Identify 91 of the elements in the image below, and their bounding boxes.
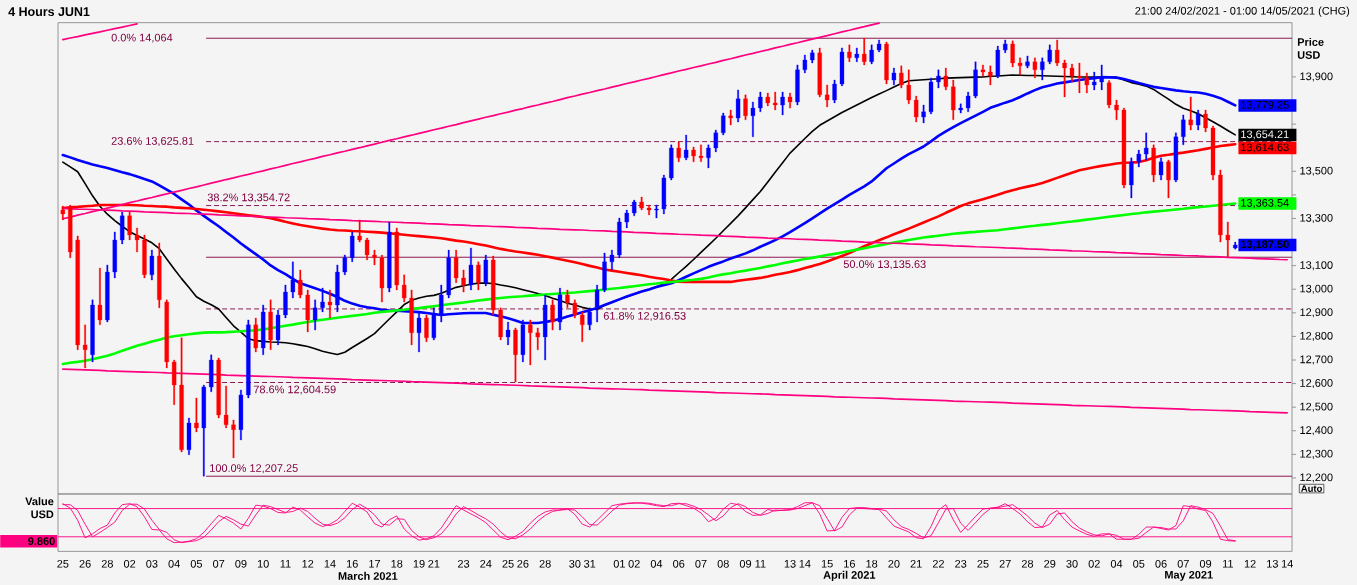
x-tick-label: 13 bbox=[1267, 559, 1278, 568]
x-tick-label: 28 bbox=[1021, 559, 1034, 568]
x-tick-label: 20 bbox=[888, 559, 900, 568]
text: 9.860 bbox=[28, 537, 55, 546]
x-tick-label: 10 bbox=[257, 559, 269, 568]
x-tick-label: 06 bbox=[1155, 559, 1167, 568]
x-tick-label: 03 bbox=[146, 559, 158, 568]
y-tick-label: 12,200 bbox=[1300, 473, 1333, 483]
x-tick-label: 28 bbox=[101, 559, 113, 568]
data-label: 13,654.21 bbox=[1241, 130, 1289, 140]
x-tick-label: 04 bbox=[650, 559, 663, 568]
y-tick-label: 12,900 bbox=[1300, 308, 1333, 318]
text: 13,187.50 bbox=[1241, 240, 1289, 250]
x-tick-label: 11 bbox=[755, 559, 766, 568]
ref-line-label: 100.0% 12,207.25 bbox=[210, 464, 298, 474]
data-label: 13,363.54 bbox=[1241, 198, 1289, 209]
y-axis-title: Value USD bbox=[25, 497, 54, 519]
ref-line-label: 0.0% 14,064 bbox=[111, 33, 173, 43]
ref-line-label: 38.2% 13,354.72 bbox=[207, 193, 290, 203]
x-tick-label: 05 bbox=[1133, 559, 1145, 568]
x-tick-label: 16 bbox=[346, 559, 358, 568]
x-tick-label: 04 bbox=[1110, 559, 1123, 568]
x-tick-label: 15 bbox=[821, 559, 833, 568]
x-tick-label: 07 bbox=[212, 559, 225, 568]
x-tick-label: 21 bbox=[428, 559, 440, 568]
x-tick-label: 16 bbox=[844, 559, 855, 568]
x2-tick-label: March 2021 bbox=[338, 571, 398, 580]
x-tick-label: 12 bbox=[302, 559, 314, 568]
x-tick-label: 23 bbox=[955, 559, 967, 568]
x-tick-label: 14 bbox=[324, 559, 336, 568]
x-tick-label: 17 bbox=[369, 559, 381, 568]
x-tick-label: 09 bbox=[739, 559, 752, 568]
x-tick-label: 30 bbox=[1066, 559, 1078, 568]
x-tick-label: 25 bbox=[977, 559, 989, 568]
y-tick-label: 12,700 bbox=[1300, 355, 1333, 365]
x-tick-label: 04 bbox=[168, 559, 180, 568]
x-tick-label: 13 bbox=[784, 559, 796, 568]
x-tick-label: 18 bbox=[391, 559, 403, 568]
x-tick-label: 24 bbox=[480, 559, 492, 568]
x-tick-label: 31 bbox=[584, 559, 596, 568]
x-tick-label: 01 bbox=[613, 559, 625, 568]
x-tick-label: 09 bbox=[1199, 559, 1212, 568]
y-tick-label: 12,300 bbox=[1300, 449, 1333, 459]
x-tick-label: 30 bbox=[569, 559, 581, 568]
x-tick-label: 28 bbox=[539, 559, 551, 568]
x-tick-label: 09 bbox=[235, 559, 247, 568]
y-tick-label: 12,400 bbox=[1300, 426, 1333, 436]
x-tick-label: 23 bbox=[457, 559, 470, 568]
x-tick-label: 11 bbox=[1222, 559, 1233, 568]
y-tick-label: 13,900 bbox=[1300, 72, 1333, 82]
text: Auto bbox=[1301, 485, 1322, 492]
ref-line-label: 78.6% 12,604.59 bbox=[253, 385, 336, 395]
x-tick-label: 06 bbox=[673, 559, 685, 568]
x-tick-label: 02 bbox=[1088, 559, 1100, 568]
y-tick-label: 13,000 bbox=[1300, 284, 1333, 294]
x-tick-label: 22 bbox=[932, 559, 944, 568]
x-tick-label: 05 bbox=[190, 559, 203, 568]
x-tick-label: 25 bbox=[57, 559, 69, 568]
x-tick-label: 26 bbox=[79, 559, 91, 568]
y-tick-label: 13,500 bbox=[1300, 166, 1333, 176]
y-tick-label: 12,500 bbox=[1300, 402, 1333, 412]
x2-tick-label: April 2021 bbox=[823, 570, 876, 581]
x-tick-label: 19 bbox=[413, 559, 425, 568]
x-tick-label: 26 bbox=[517, 559, 529, 568]
x-tick-label: 02 bbox=[628, 559, 640, 568]
data-label: 13,614.63 bbox=[1241, 143, 1289, 153]
chart-subtitle: 21:00 24/02/2021 - 01:00 14/05/2021 (CHG) bbox=[1135, 6, 1350, 17]
data-label: 13,779.25 bbox=[1241, 100, 1289, 110]
x-tick-label: 27 bbox=[999, 559, 1011, 568]
x-tick-label: 14 bbox=[799, 559, 811, 568]
y-tick-label: 12,800 bbox=[1300, 331, 1333, 341]
y-axis-title: Price USD bbox=[1297, 37, 1324, 59]
ref-line-label: 61.8% 12,916.53 bbox=[603, 311, 686, 322]
x-tick-label: 11 bbox=[280, 559, 291, 568]
x-tick-label: 21 bbox=[910, 559, 922, 568]
x-tick-label: 07 bbox=[695, 559, 707, 568]
x-tick-label: 18 bbox=[866, 559, 878, 568]
y-tick-label: 13,100 bbox=[1300, 261, 1333, 271]
x-tick-label: 07 bbox=[1177, 559, 1189, 568]
x-tick-label: 14 bbox=[1281, 559, 1293, 568]
x-tick-label: 08 bbox=[717, 559, 729, 568]
x-tick-label: 25 bbox=[502, 559, 514, 568]
ref-line-label: 50.0% 13,135.63 bbox=[843, 260, 926, 270]
ref-line-label: 23.6% 13,625.81 bbox=[111, 137, 194, 147]
x-tick-label: 02 bbox=[123, 559, 136, 568]
x2-tick-label: May 2021 bbox=[1165, 570, 1213, 581]
chart-title: 4 Hours JUN1 bbox=[8, 7, 90, 17]
y-tick-label: 13,300 bbox=[1300, 213, 1333, 223]
y-tick-label: 12,600 bbox=[1300, 379, 1333, 389]
x-tick-label: 12 bbox=[1244, 559, 1256, 568]
x-tick-label: 29 bbox=[1044, 559, 1056, 568]
